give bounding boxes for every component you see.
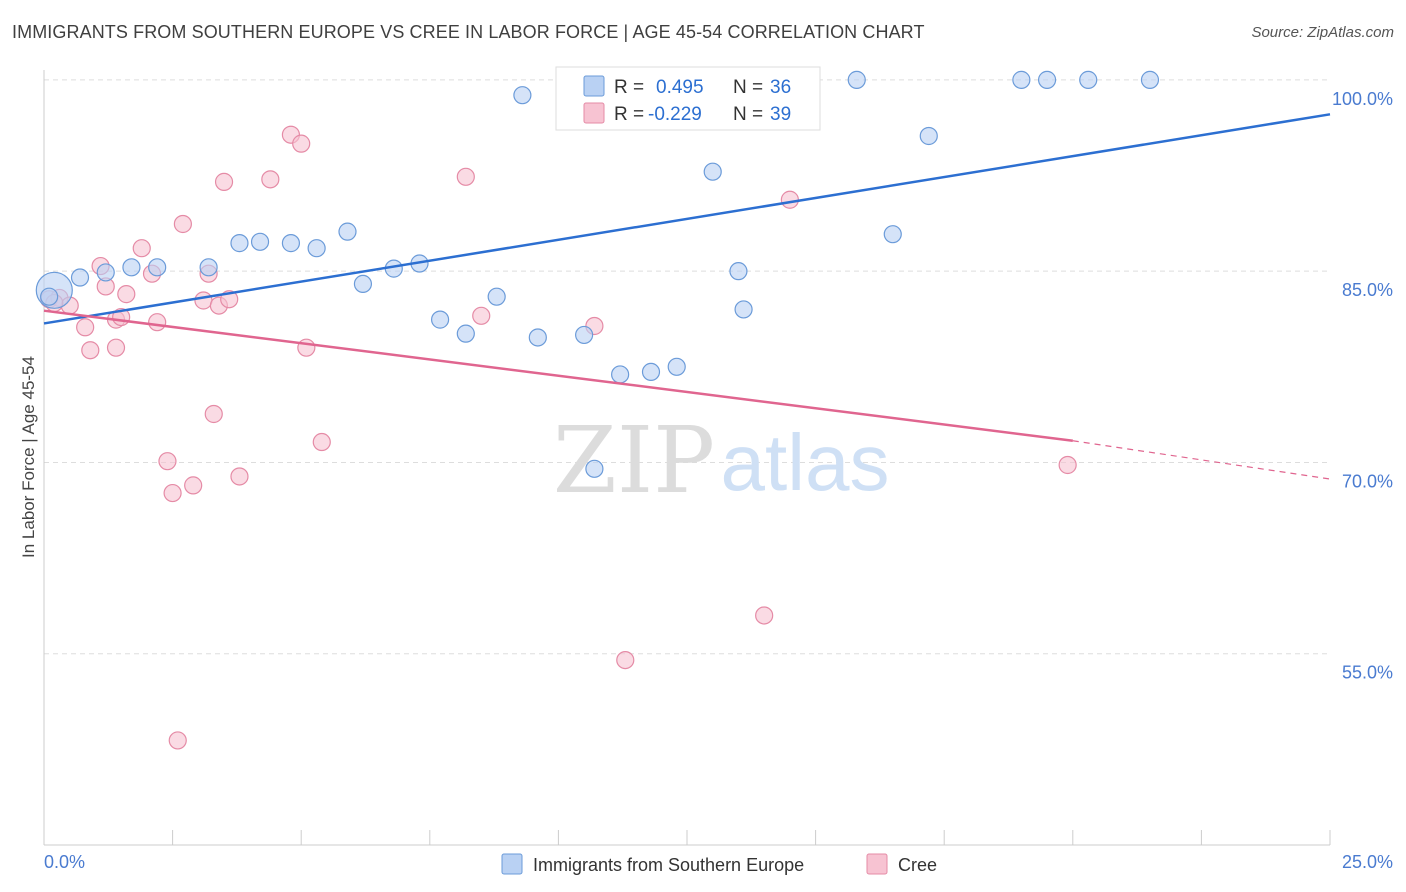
southern-europe-point: [96, 263, 115, 282]
southern-europe-point: [40, 287, 59, 306]
legend-r-label-pink: R =: [614, 104, 644, 125]
cree-point: [214, 172, 234, 191]
cree-point: [292, 134, 311, 153]
southern-europe-point: [1140, 70, 1160, 89]
southern-europe-point: [667, 357, 686, 376]
southern-europe-point: [122, 258, 141, 277]
cree-point: [204, 404, 223, 424]
cree-point: [472, 306, 491, 325]
southern-europe-trend-line: [43, 113, 1331, 325]
southern-europe-point: [611, 365, 630, 384]
x-axis-ticks: [172, 830, 1331, 845]
source-label: Source: ZipAtlas.com: [1251, 24, 1394, 41]
y-tick-label: 85.0%: [1342, 280, 1393, 300]
legend-r-value-blue: 0.495: [656, 77, 704, 98]
chart-title: IMMIGRANTS FROM SOUTHERN EUROPE VS CREE …: [12, 22, 925, 42]
cree-point: [230, 467, 249, 486]
southern-europe-point: [585, 459, 604, 478]
southern-europe-point: [883, 225, 902, 244]
southern-europe-point: [430, 310, 450, 329]
y-axis-labels: 100.0% 85.0% 70.0% 55.0%: [1332, 89, 1393, 683]
southern-europe-point: [575, 325, 594, 345]
cree-point: [312, 432, 331, 452]
southern-europe-point: [1037, 70, 1057, 89]
cree-point: [117, 285, 136, 304]
southern-europe-point: [1079, 70, 1098, 89]
southern-europe-point: [513, 86, 532, 105]
cree-point: [194, 291, 213, 310]
southern-europe-point: [847, 70, 866, 89]
trend-lines: [43, 113, 1331, 480]
legend-swatch-blue: [583, 75, 605, 97]
legend-r-value-pink: -0.229: [648, 104, 702, 125]
watermark-atlas: atlas: [721, 418, 890, 507]
cree-point: [132, 239, 151, 258]
cree-trend-extension: [1072, 440, 1331, 480]
watermark-zip: ZIP: [553, 407, 715, 514]
cree-point: [158, 452, 177, 471]
southern-europe-point: [250, 232, 270, 251]
cree-point: [106, 338, 126, 357]
y-tick-label: 100.0%: [1332, 89, 1393, 109]
southern-europe-point: [528, 328, 547, 347]
y-axis-title: In Labor Force | Age 45-54: [19, 356, 38, 558]
cree-point: [780, 190, 799, 209]
cree-point: [148, 313, 167, 332]
series-legend: Immigrants from Southern Europe Cree: [501, 853, 937, 875]
southern-europe-point: [456, 324, 475, 343]
cree-point: [616, 650, 635, 670]
bottom-legend-label-pink: Cree: [898, 855, 937, 875]
y-tick-label: 70.0%: [1342, 471, 1393, 491]
legend-n-label-pink: N =: [733, 104, 763, 125]
y-tick-label: 55.0%: [1342, 663, 1393, 683]
bottom-legend-swatch-blue: [501, 853, 523, 875]
southern-europe-point: [729, 262, 748, 281]
cree-point: [173, 214, 192, 234]
southern-europe-point: [641, 362, 661, 382]
southern-europe-point: [734, 300, 753, 319]
southern-europe-point: [703, 162, 722, 181]
southern-europe-point: [70, 268, 90, 287]
cree-point: [1058, 455, 1077, 475]
cree-point: [297, 338, 316, 357]
bottom-legend-swatch-pink: [866, 853, 888, 875]
southern-europe-point: [353, 274, 373, 294]
cree-trend-line: [43, 309, 1073, 443]
cree-point: [168, 731, 187, 750]
legend-n-value-pink: 39: [770, 104, 791, 125]
southern-europe-point: [199, 258, 218, 277]
cree-point: [76, 318, 95, 337]
x-tick-label-max: 25.0%: [1342, 852, 1393, 872]
bottom-legend-label-blue: Immigrants from Southern Europe: [533, 855, 804, 875]
southern-europe-point: [338, 222, 357, 241]
cree-point: [184, 476, 203, 495]
southern-europe-point: [307, 239, 326, 258]
x-tick-label-min: 0.0%: [44, 852, 85, 872]
cree-point: [261, 170, 280, 189]
southern-europe-point: [487, 287, 506, 306]
cree-point: [81, 341, 100, 360]
legend-n-label-blue: N =: [733, 77, 763, 98]
cree-point: [456, 167, 475, 186]
southern-europe-point: [1012, 70, 1031, 89]
legend-swatch-pink: [583, 102, 605, 124]
correlation-legend: R = 0.495 N = 36 R = -0.229 N = 39: [555, 66, 821, 131]
southern-europe-point: [281, 234, 301, 253]
grid-lines: [44, 79, 1330, 655]
cree-point: [163, 483, 182, 503]
legend-n-value-blue: 36: [770, 77, 791, 98]
southern-europe-point: [148, 258, 167, 277]
legend-r-label-blue: R =: [614, 77, 644, 98]
southern-europe-point: [919, 126, 938, 146]
southern-europe-point: [230, 234, 249, 253]
cree-point: [755, 606, 774, 625]
